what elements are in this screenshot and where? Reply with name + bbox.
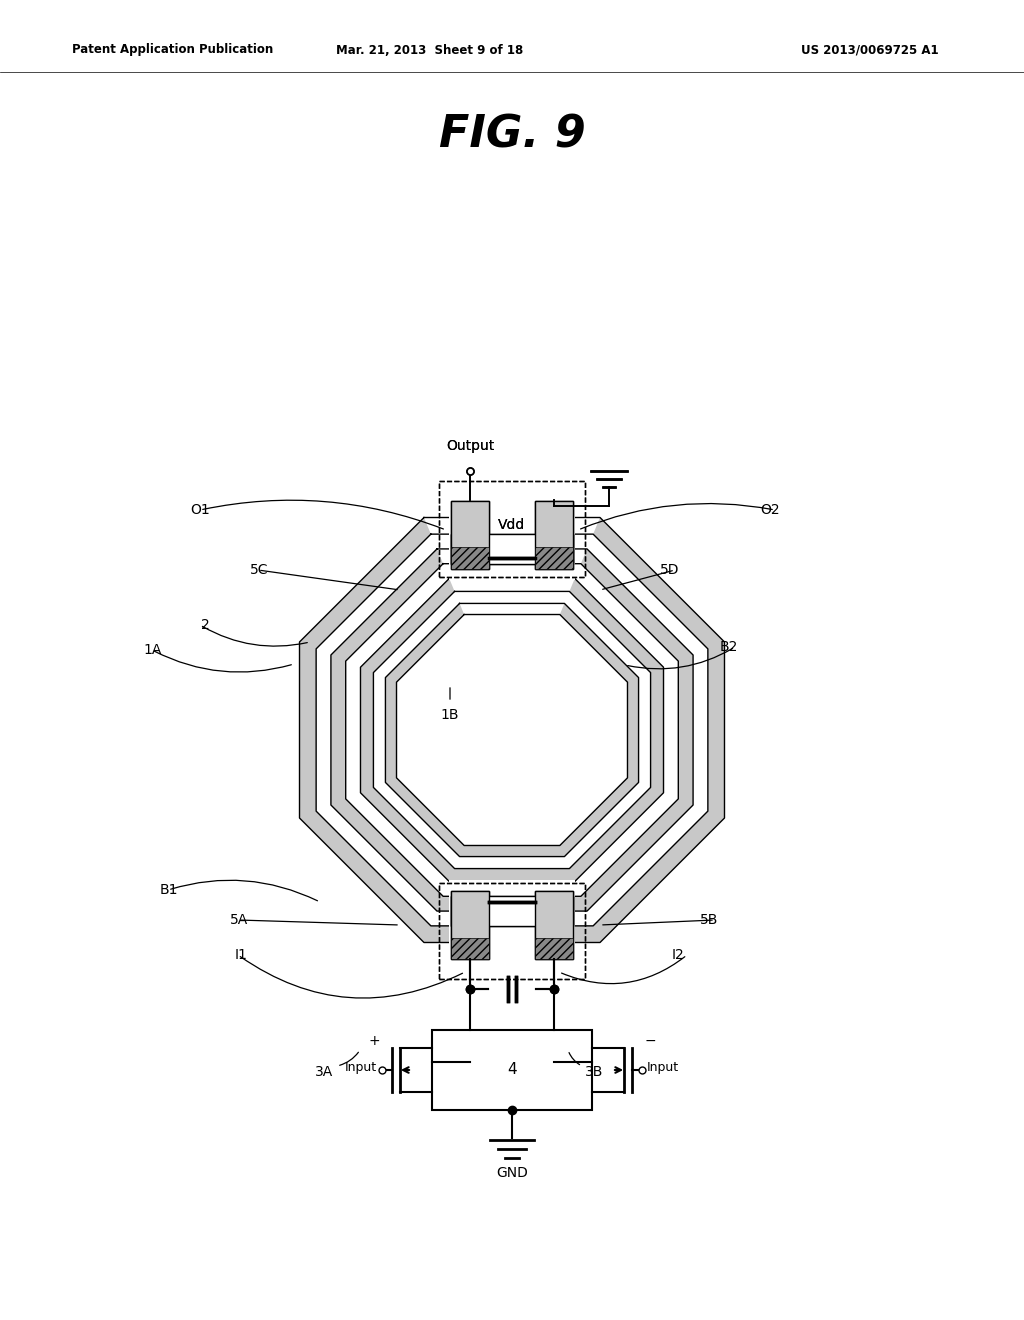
Bar	[451, 535, 573, 564]
Text: B1: B1	[160, 883, 178, 898]
Text: O2: O2	[760, 503, 779, 517]
Bar	[451, 891, 489, 960]
Bar	[449, 879, 575, 945]
Text: Input: Input	[647, 1061, 679, 1074]
Text: 3A: 3A	[314, 1065, 333, 1078]
Text: B2: B2	[720, 640, 738, 653]
Text: GND: GND	[496, 1166, 528, 1180]
Bar	[535, 500, 573, 569]
Text: Vdd: Vdd	[499, 517, 525, 532]
Text: Vdd: Vdd	[499, 517, 525, 532]
Bar	[439, 883, 585, 979]
Bar	[535, 937, 573, 960]
Text: 1B: 1B	[440, 708, 459, 722]
Bar	[451, 546, 489, 569]
Polygon shape	[385, 603, 639, 857]
Polygon shape	[374, 591, 650, 869]
Bar	[451, 535, 573, 564]
Bar	[451, 546, 489, 569]
Bar	[535, 891, 573, 960]
Text: Output: Output	[445, 438, 495, 453]
Text: 5A: 5A	[229, 913, 248, 927]
Bar	[449, 516, 575, 581]
Bar	[439, 480, 585, 577]
Text: −: −	[644, 1034, 655, 1048]
Bar	[535, 500, 573, 569]
Polygon shape	[316, 535, 708, 925]
Bar	[451, 500, 489, 569]
Bar	[451, 891, 489, 960]
Bar	[432, 1030, 592, 1110]
Text: 3B: 3B	[585, 1065, 603, 1078]
Bar	[451, 896, 573, 925]
Text: I2: I2	[672, 948, 685, 962]
Bar	[535, 546, 573, 569]
Polygon shape	[346, 564, 678, 896]
Text: O1: O1	[190, 503, 210, 517]
Bar	[535, 891, 573, 960]
Bar	[439, 480, 585, 577]
Text: 5C: 5C	[250, 564, 268, 577]
Text: FIG. 9: FIG. 9	[438, 114, 586, 157]
Polygon shape	[299, 517, 725, 942]
Text: 5B: 5B	[700, 913, 719, 927]
Text: Input: Input	[345, 1061, 377, 1074]
Polygon shape	[331, 549, 693, 911]
Bar	[535, 546, 573, 569]
Bar	[451, 937, 489, 960]
Text: US 2013/0069725 A1: US 2013/0069725 A1	[801, 44, 939, 57]
Bar	[451, 500, 489, 569]
Text: Patent Application Publication: Patent Application Publication	[72, 44, 273, 57]
Text: Output: Output	[445, 438, 495, 453]
Text: +: +	[369, 1034, 380, 1048]
Bar	[451, 896, 573, 925]
Text: 4: 4	[507, 1063, 517, 1077]
Bar	[451, 937, 489, 960]
Polygon shape	[360, 578, 664, 882]
Text: 5D: 5D	[660, 564, 680, 577]
Bar	[535, 937, 573, 960]
Text: 2: 2	[202, 618, 210, 632]
Text: Mar. 21, 2013  Sheet 9 of 18: Mar. 21, 2013 Sheet 9 of 18	[336, 44, 523, 57]
Bar	[439, 883, 585, 979]
Text: 1A: 1A	[143, 643, 162, 657]
Text: I1: I1	[236, 948, 248, 962]
